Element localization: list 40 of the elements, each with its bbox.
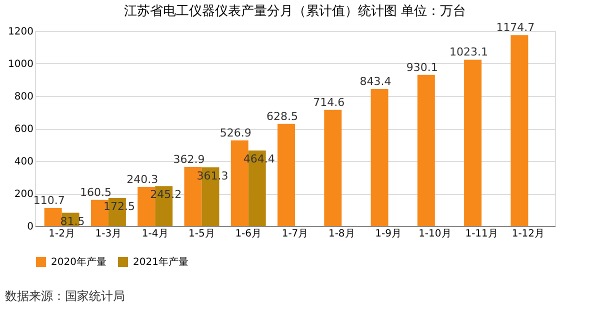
x-tick-label: 1-9月: [375, 228, 402, 240]
y-tick-label: 600: [14, 124, 34, 135]
y-tick-label: 1000: [8, 59, 34, 70]
x-tick-label: 1-10月: [418, 228, 452, 240]
bar: [278, 124, 295, 226]
y-tick-label: 400: [14, 156, 34, 168]
x-tick-label: 1-6月: [235, 228, 262, 240]
x-tick-label: 1-2月: [48, 228, 75, 240]
data-label: 1023.1: [450, 46, 488, 59]
x-tick-label: 1-11月: [465, 228, 498, 240]
data-label: 628.5: [266, 110, 298, 123]
data-label: 160.5: [80, 186, 112, 199]
data-label: 714.6: [313, 96, 345, 109]
y-tick-label: 200: [14, 189, 34, 200]
chart-title: 江苏省电工仪器仪表产量分月（累计值）统计图 单位：万台: [124, 4, 466, 20]
legend-label: 2020年产量: [51, 256, 106, 268]
x-tick-label: 1-5月: [188, 228, 215, 240]
x-tick-label: 1-12月: [512, 228, 545, 240]
bar: [510, 35, 528, 226]
y-tick-label: 0: [27, 222, 34, 232]
legend-label: 2021年产量: [133, 256, 188, 268]
data-label: 1174.7: [496, 21, 535, 34]
data-label: 240.3: [126, 172, 158, 186]
bar: [324, 110, 342, 226]
bar: [417, 74, 435, 226]
y-tick-label: 800: [14, 92, 34, 102]
bar: [44, 208, 62, 226]
x-tick-label: 1-4月: [142, 228, 168, 240]
y-tick-label: 1200: [8, 26, 34, 38]
data-label: 362.9: [173, 153, 205, 166]
data-label: 110.7: [33, 194, 65, 208]
source-note: 数据来源：国家统计局: [5, 289, 125, 303]
bar: [464, 60, 482, 226]
x-tick-label: 1-8月: [328, 228, 355, 240]
bar: [370, 88, 388, 226]
data-label: 930.1: [406, 60, 438, 74]
x-tick-label: 1-3月: [95, 228, 122, 240]
x-tick-label: 1-7月: [282, 228, 308, 240]
data-label: 526.9: [220, 126, 252, 140]
data-label: 843.4: [360, 74, 392, 88]
